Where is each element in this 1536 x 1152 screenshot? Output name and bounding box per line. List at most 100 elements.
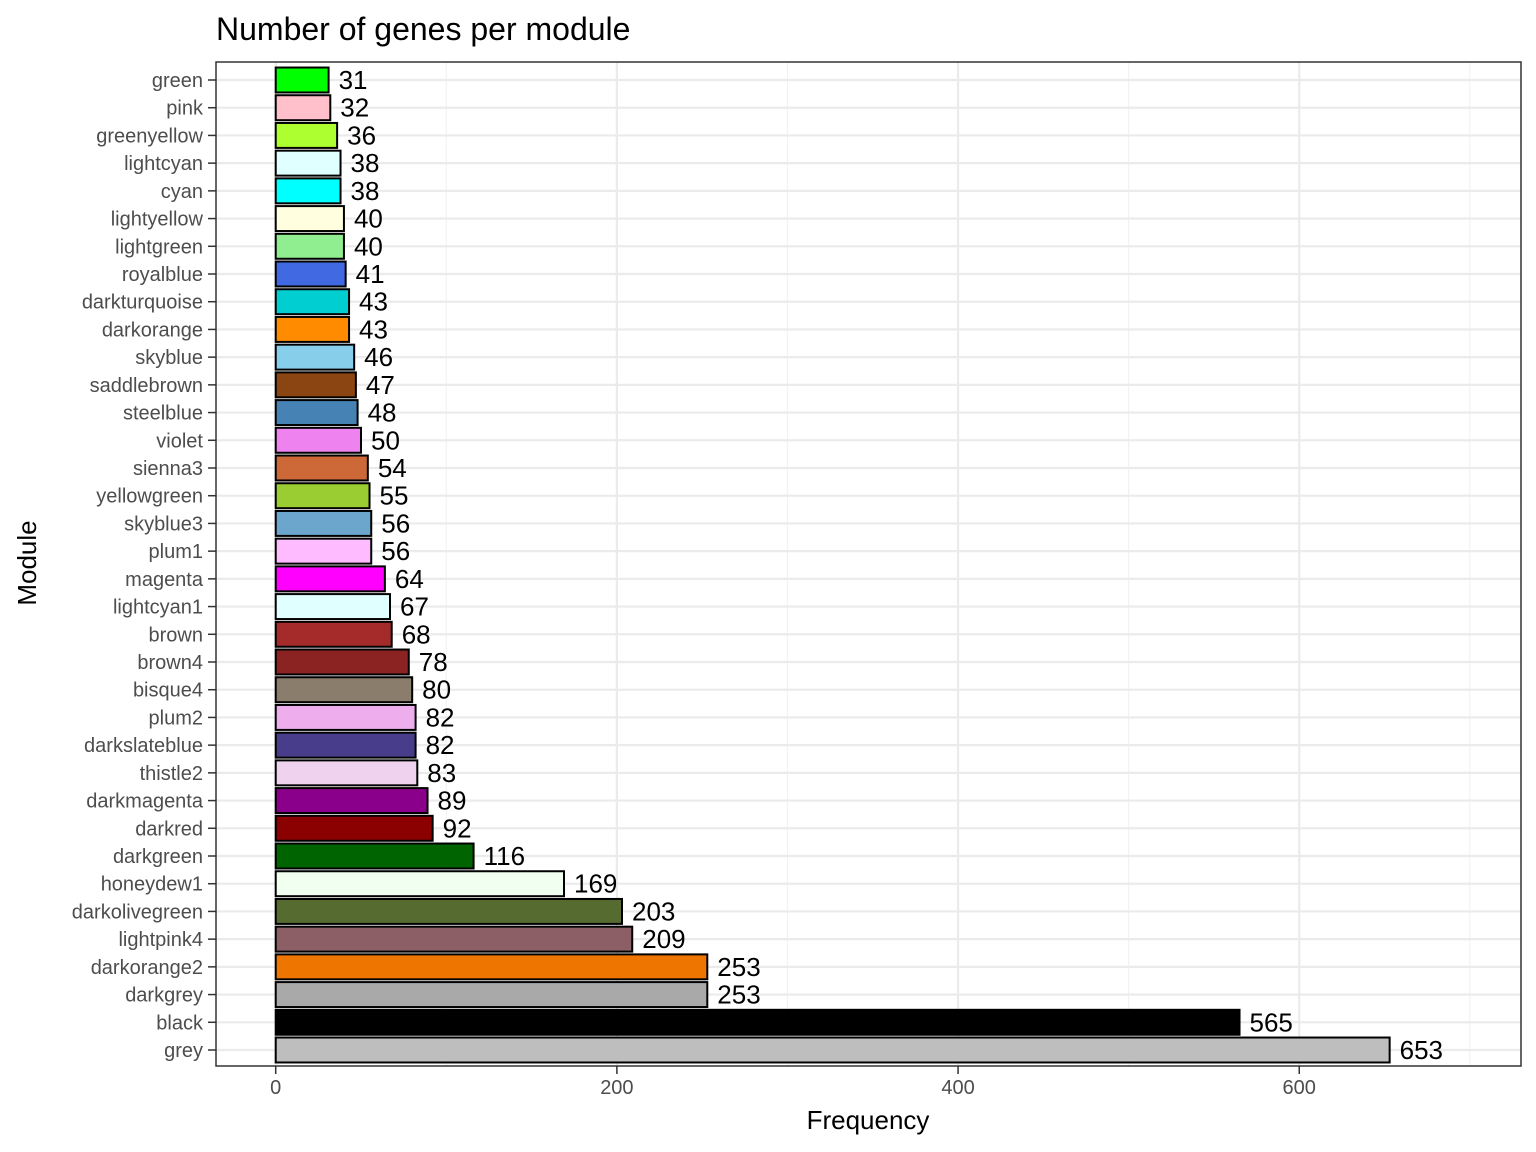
bar-cyan	[274, 177, 342, 205]
x-tick-label: 600	[1283, 1077, 1316, 1099]
value-label-darkturquoise: 43	[359, 287, 388, 317]
bar-darkmagenta	[274, 787, 429, 815]
bar-skyblue	[274, 343, 356, 371]
bar-darkgrey	[274, 981, 709, 1009]
x-tick-label: 200	[600, 1077, 633, 1099]
value-label-plum1: 56	[381, 536, 410, 566]
bar-lightyellow	[274, 205, 345, 233]
y-tick-label-darkslateblue: darkslateblue	[84, 735, 203, 757]
y-tick-label-brown4: brown4	[137, 652, 203, 674]
bar-greenyellow	[274, 121, 339, 149]
y-tick-label-bisque4: bisque4	[133, 680, 203, 702]
y-tick-label-darkorange2: darkorange2	[91, 957, 203, 979]
y-tick-label-green: green	[152, 70, 203, 92]
plot-panel-border	[215, 61, 1522, 1067]
value-label-darkgreen: 116	[484, 841, 525, 871]
y-tick-label-saddlebrown: saddlebrown	[90, 375, 203, 397]
y-tick-label-skyblue: skyblue	[135, 347, 203, 369]
bar-yellowgreen	[274, 482, 371, 510]
value-label-lightcyan1: 67	[400, 592, 429, 622]
y-tick-label-steelblue: steelblue	[123, 403, 203, 425]
y-tick-label-lightgreen: lightgreen	[115, 236, 203, 258]
y-tick-label-cyan: cyan	[161, 181, 203, 203]
bar-lightgreen	[274, 232, 345, 260]
bar-honeydew1	[274, 870, 565, 898]
y-axis-title: Module	[12, 520, 42, 605]
bar-darkorange	[274, 315, 351, 343]
bar-steelblue	[274, 399, 359, 427]
y-tick-label-plum2: plum2	[149, 707, 203, 729]
value-label-lightcyan: 38	[351, 148, 380, 178]
value-label-skyblue: 46	[364, 342, 393, 372]
bar-royalblue	[274, 260, 347, 288]
value-label-grey: 653	[1400, 1035, 1443, 1065]
bar-lightpink4	[274, 925, 634, 953]
value-label-violet: 50	[371, 425, 400, 455]
bar-lightcyan1	[274, 593, 391, 621]
bar-violet	[274, 426, 362, 454]
y-tick-label-darkred: darkred	[135, 818, 203, 840]
y-tick-label-lightcyan1: lightcyan1	[113, 597, 203, 619]
bars	[274, 66, 1391, 1064]
bar-brown4	[274, 648, 410, 676]
y-tick-label-magenta: magenta	[125, 569, 204, 591]
bar-darkolivegreen	[274, 897, 623, 925]
y-tick-label-sienna3: sienna3	[133, 458, 203, 480]
bar-sienna3	[274, 454, 369, 482]
y-tick-label-darkgrey: darkgrey	[125, 985, 203, 1007]
value-label-steelblue: 48	[368, 398, 397, 428]
bar-grey	[274, 1036, 1391, 1064]
value-label-saddlebrown: 47	[366, 370, 395, 400]
value-label-pink: 32	[340, 93, 369, 123]
value-label-darkolivegreen: 203	[632, 896, 675, 926]
y-tick-label-royalblue: royalblue	[122, 264, 203, 286]
x-axis: 0 200 400 600	[270, 1066, 1316, 1099]
x-axis-title: Frequency	[807, 1105, 930, 1135]
y-tick-label-darkturquoise: darkturquoise	[82, 292, 203, 314]
value-label-brown4: 78	[419, 647, 448, 677]
y-tick-label-darkorange: darkorange	[102, 319, 203, 341]
value-label-bisque4: 80	[422, 675, 451, 705]
bar-darkslateblue	[274, 731, 417, 759]
y-tick-label-brown: brown	[149, 624, 203, 646]
y-tick-label-pink: pink	[166, 98, 204, 120]
value-label-magenta: 64	[395, 564, 424, 594]
y-tick-label-violet: violet	[156, 430, 203, 452]
value-label-cyan: 38	[351, 176, 380, 206]
value-label-lightyellow: 40	[354, 204, 383, 234]
value-label-plum2: 82	[426, 702, 455, 732]
y-tick-label-grey: grey	[164, 1040, 203, 1062]
y-tick-label-honeydew1: honeydew1	[101, 874, 203, 896]
value-label-green: 31	[339, 65, 368, 95]
value-label-darkorange: 43	[359, 314, 388, 344]
bar-plum1	[274, 537, 373, 565]
x-tick-label: 400	[941, 1077, 974, 1099]
bar-brown	[274, 620, 393, 648]
y-tick-label-skyblue3: skyblue3	[124, 513, 203, 535]
value-label-thistle2: 83	[427, 758, 456, 788]
bar-darkgreen	[274, 842, 475, 870]
bar-skyblue3	[274, 509, 373, 537]
chart-title: Number of genes per module	[216, 11, 630, 47]
bar-saddlebrown	[274, 371, 357, 399]
y-tick-label-darkmagenta: darkmagenta	[86, 791, 204, 813]
value-label-darkslateblue: 82	[426, 730, 455, 760]
bar-darkturquoise	[274, 288, 351, 316]
y-tick-label-lightpink4: lightpink4	[118, 929, 203, 951]
y-tick-label-black: black	[156, 1012, 204, 1034]
bar-magenta	[274, 565, 386, 593]
value-label-lightpink4: 209	[642, 924, 685, 954]
y-tick-label-darkolivegreen: darkolivegreen	[72, 901, 203, 923]
value-labels: 3132363838404041434346474850545556566467…	[339, 65, 1443, 1065]
bar-pink	[274, 94, 332, 122]
y-tick-label-thistle2: thistle2	[140, 763, 203, 785]
bar-darkorange2	[274, 953, 709, 981]
value-label-greenyellow: 36	[347, 120, 376, 150]
y-tick-label-lightcyan: lightcyan	[124, 153, 203, 175]
grid-lines	[216, 62, 1521, 1066]
value-label-black: 565	[1250, 1007, 1293, 1037]
y-axis: green pink greenyellow lightcyan cyan lightye…	[72, 70, 216, 1062]
y-tick-label-yellowgreen: yellowgreen	[96, 486, 203, 508]
value-label-lightgreen: 40	[354, 231, 383, 261]
